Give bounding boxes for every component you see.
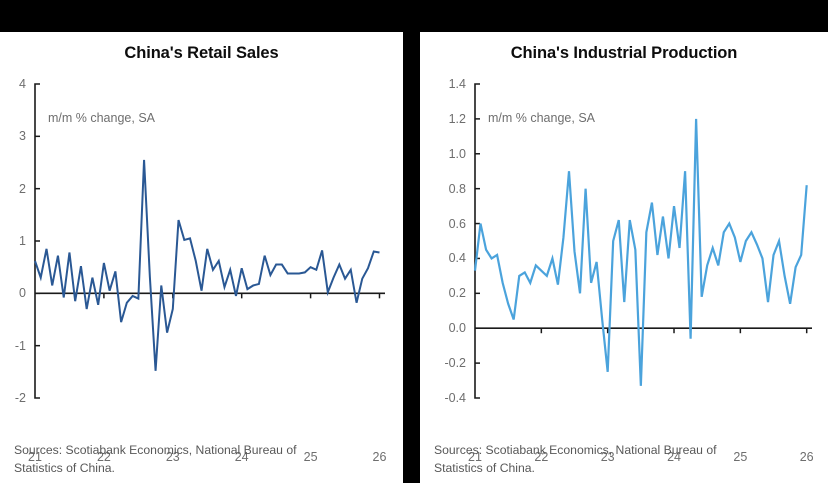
y-axis-tick-label: 0.4 xyxy=(448,251,466,266)
x-axis-tick-label: 22 xyxy=(96,450,111,464)
x-axis-tick-label: 21 xyxy=(468,450,482,464)
x-axis-tick-label: 24 xyxy=(234,450,249,464)
series-line xyxy=(34,159,380,371)
source-note-industrial-production: Sources: Scotiabank Economics, National … xyxy=(434,443,717,475)
y-axis-tick-label: 0 xyxy=(19,286,26,301)
page-title-retail-sales: China's Retail Sales xyxy=(124,44,279,62)
x-axis-tick-label: 21 xyxy=(28,450,42,464)
x-axis-tick-label: 26 xyxy=(799,450,814,464)
series-line xyxy=(473,118,808,386)
y-axis-tick-label: -1 xyxy=(14,338,26,353)
y-axis-tick-label: -0.4 xyxy=(444,391,466,405)
x-axis-tick-label: 25 xyxy=(733,450,748,464)
x-axis-tick-label: 26 xyxy=(372,450,387,464)
x-axis-tick-label: 23 xyxy=(165,450,180,464)
x-axis-tick-label: 23 xyxy=(600,450,615,464)
source-note-retail-sales: Sources: Scotiabank Economics, National … xyxy=(14,443,297,475)
x-axis-tick-label: 24 xyxy=(667,450,681,464)
x-axis-tick-label: 22 xyxy=(534,450,549,464)
y-axis-spine xyxy=(474,83,480,399)
y-axis-tick-label: 1 xyxy=(19,234,26,248)
x-axis-tick-label: 25 xyxy=(303,450,318,464)
plot-area-industrial-production xyxy=(473,83,812,399)
y-axis-tick-label: 1.2 xyxy=(448,111,466,126)
y-axis-tick-label: 0.0 xyxy=(448,321,466,336)
y-axis-tick-label: 2 xyxy=(19,181,26,196)
axis-note-retail-sales: m/m % change, SA xyxy=(48,111,155,125)
panel-industrial-production: China's Industrial Production m/m % chan… xyxy=(420,32,828,483)
y-axis-tick-label: 3 xyxy=(19,129,26,144)
y-axis-tick-label: 0.6 xyxy=(448,216,466,231)
y-axis-tick-label: -0.2 xyxy=(444,356,466,371)
axis-note-industrial-production: m/m % change, SA xyxy=(488,111,595,125)
y-axis-tick-label: 0.2 xyxy=(448,286,466,301)
page-title-industrial-production: China's Industrial Production xyxy=(510,44,738,62)
panel-retail-sales: China's Retail Sales m/m % change, SA -2… xyxy=(0,32,403,483)
y-axis-tick-label: 0.8 xyxy=(448,181,466,196)
y-axis-tick-label: -2 xyxy=(14,391,26,405)
plot-area-retail-sales xyxy=(34,83,385,399)
y-axis-tick-label: 1.0 xyxy=(448,146,466,161)
y-axis-tick-label: 4 xyxy=(19,77,26,91)
y-axis-tick-label: 1.4 xyxy=(448,77,466,91)
